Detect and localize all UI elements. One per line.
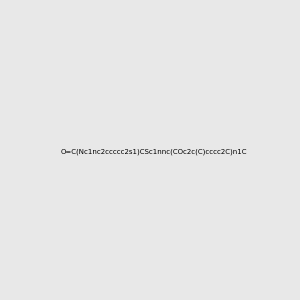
Text: O=C(Nc1nc2ccccc2s1)CSc1nnc(COc2c(C)cccc2C)n1C: O=C(Nc1nc2ccccc2s1)CSc1nnc(COc2c(C)cccc2… [61,148,247,155]
